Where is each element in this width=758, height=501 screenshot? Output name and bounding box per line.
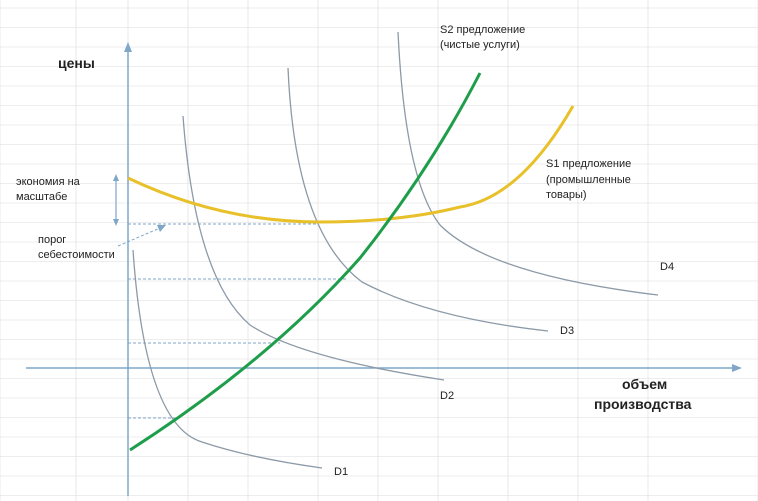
economy-label-line1: экономия на: [16, 176, 81, 188]
d3-curve: [287, 67, 549, 332]
d1-label: D1: [334, 466, 348, 478]
y-axis-arrow-icon: [124, 42, 132, 52]
threshold-pointer: [117, 225, 166, 247]
demand-curves: [132, 31, 659, 469]
threshold-label-line1: порог: [38, 234, 66, 246]
d2-label: D2: [440, 390, 454, 402]
d4-label: D4: [660, 261, 674, 273]
x-axis-arrow-icon: [732, 364, 742, 372]
economy-label-line2: масштабе: [16, 191, 67, 203]
s2-label-line1: S2 предложение: [440, 24, 525, 36]
x-axis-label-line1: объем: [622, 376, 667, 392]
up-arrow-icon: [113, 174, 119, 181]
s1-label-line1: S1 предложение: [546, 158, 631, 170]
s1-label-line3: товары): [546, 189, 587, 201]
pointer-arrow-icon: [157, 225, 166, 232]
y-axis-label: цены: [58, 55, 95, 71]
down-arrow-icon: [113, 219, 119, 226]
d3-label: D3: [560, 325, 574, 337]
d2-curve: [182, 115, 445, 381]
reference-lines: [128, 223, 348, 419]
s1-label-line2: (промышленные: [546, 174, 631, 186]
d4-curve: [397, 31, 659, 296]
s2-label-line2: (чистые услуги): [440, 39, 520, 51]
d1-curve: [132, 249, 323, 469]
s1-supply-curve: [127, 105, 575, 224]
axes: [26, 42, 742, 496]
threshold-label-line2: себестоимости: [38, 249, 115, 261]
x-axis-label-line2: производства: [594, 396, 692, 412]
s2-supply-curve: [129, 72, 482, 452]
economy-of-scale-marker: [113, 174, 119, 226]
